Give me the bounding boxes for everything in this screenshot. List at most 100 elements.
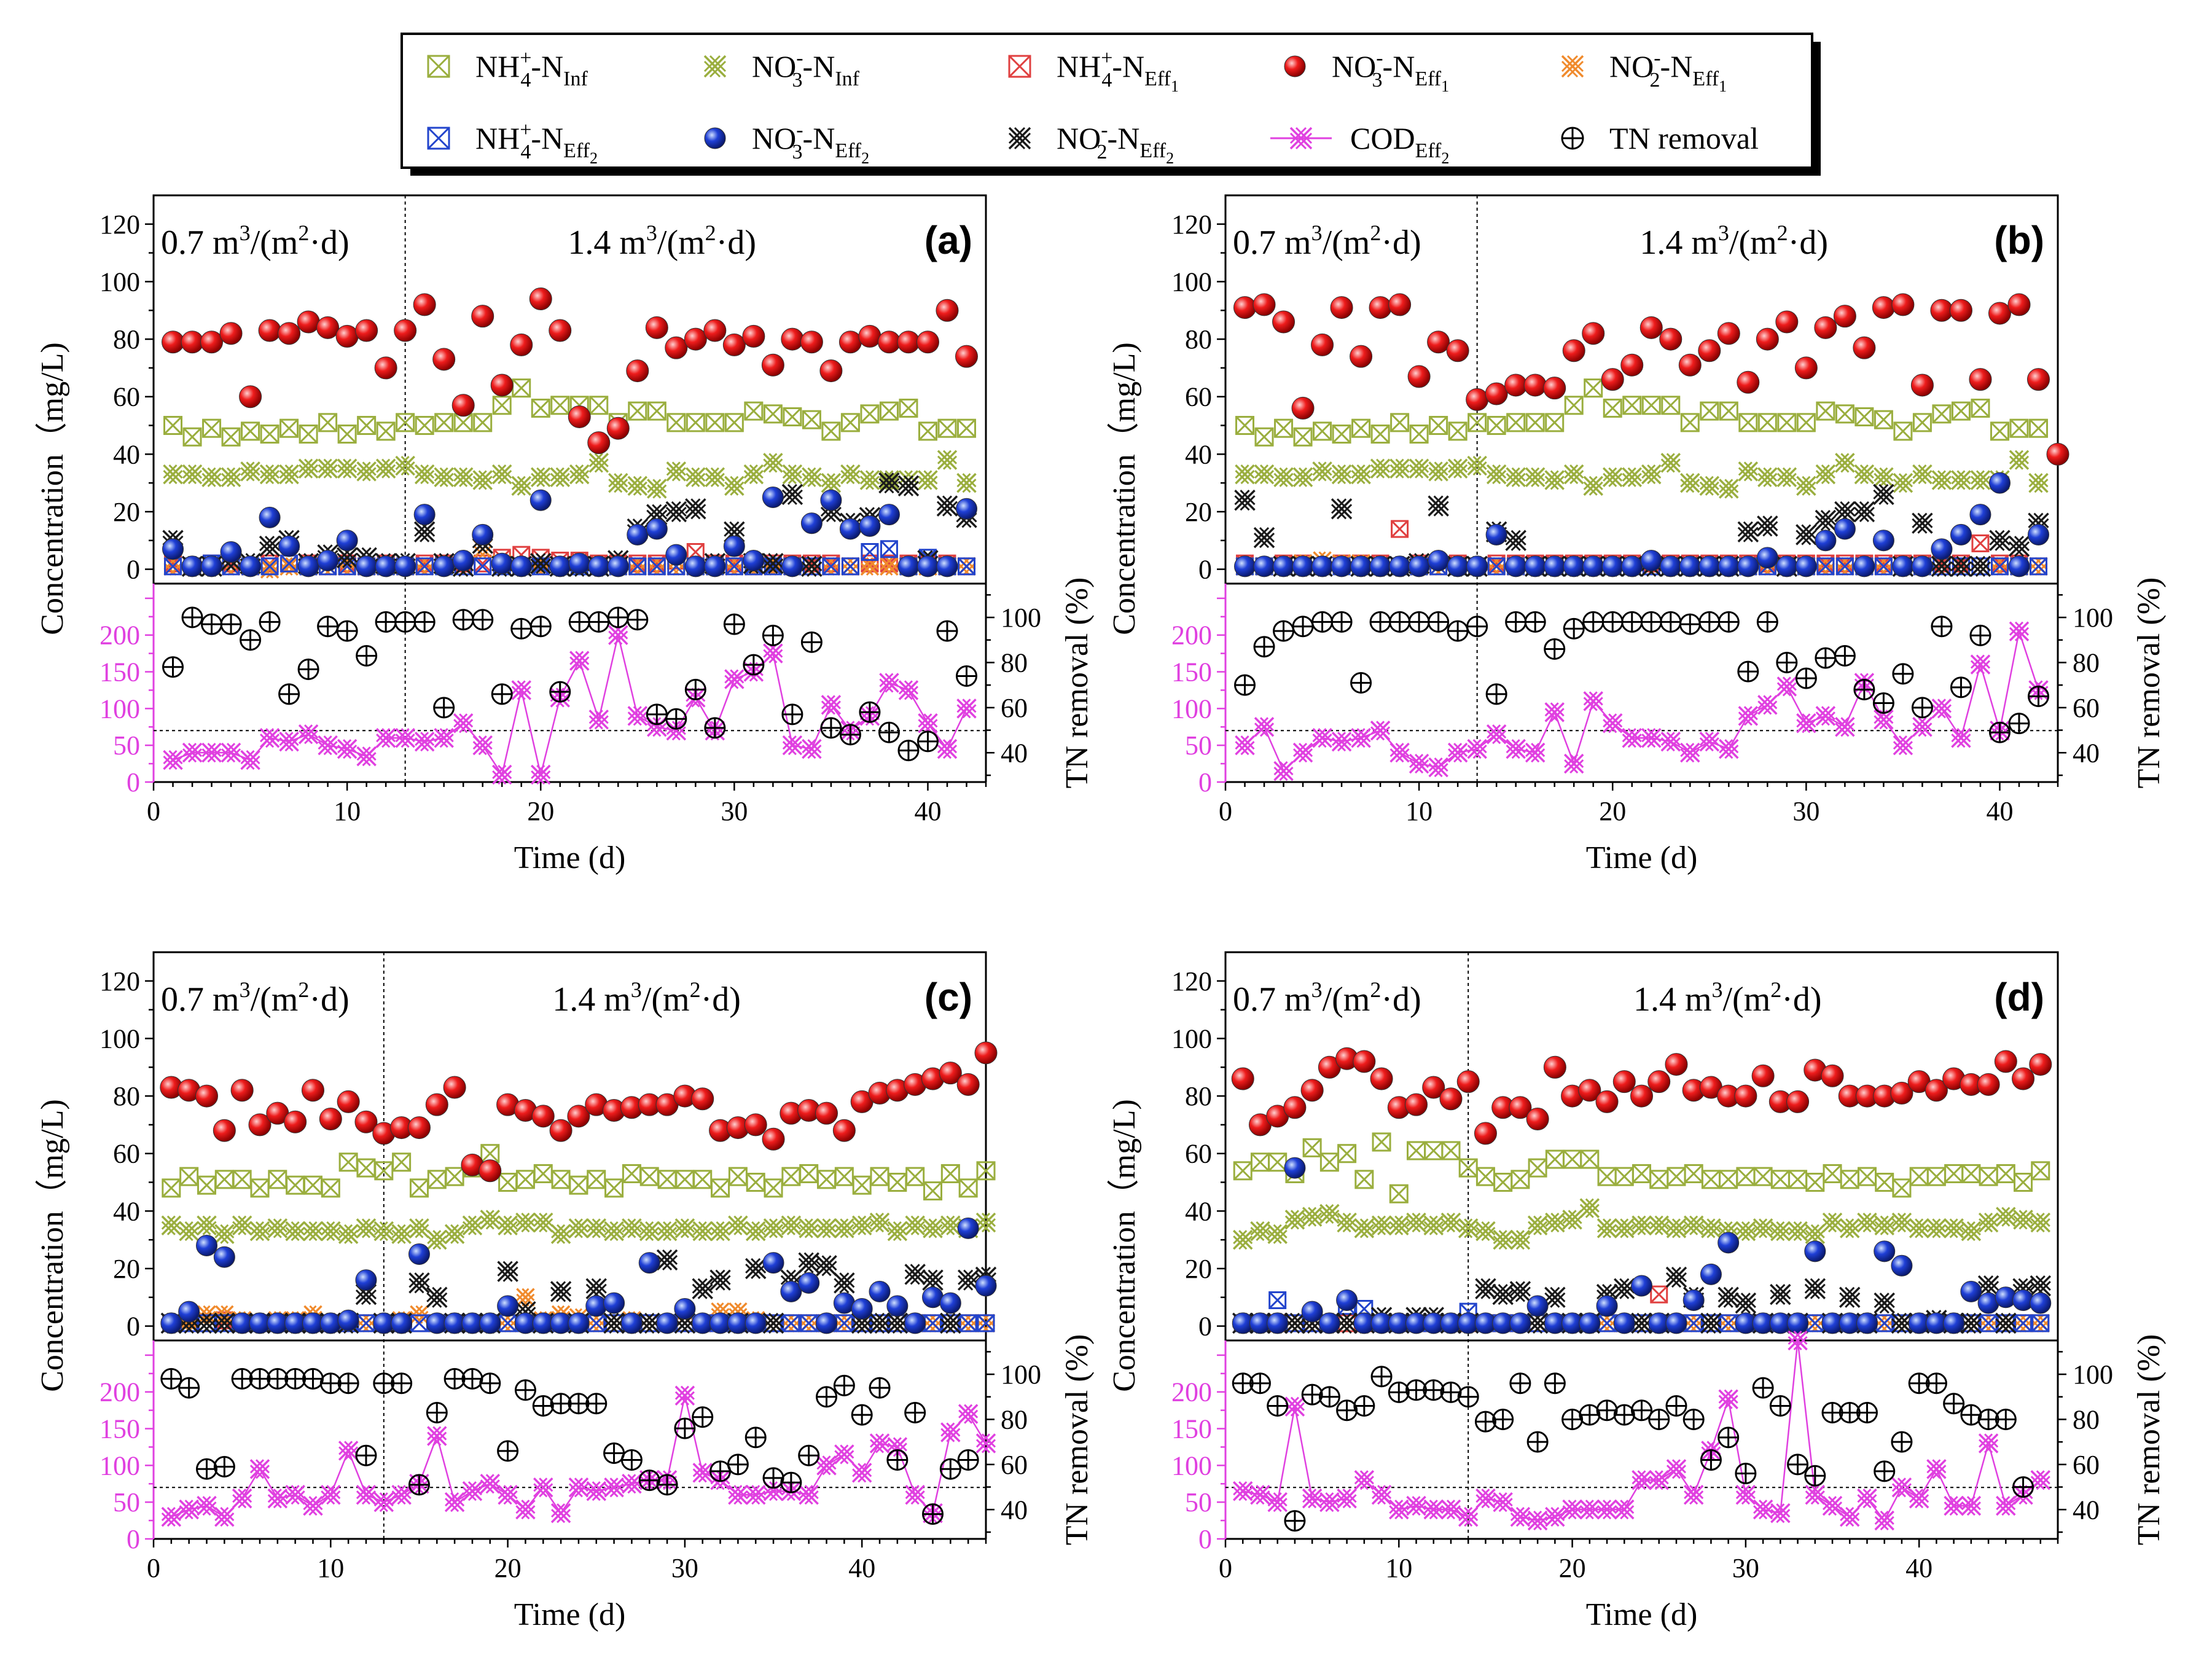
- point-no3_inf: [1996, 1207, 2016, 1227]
- point-cod_eff2: [1912, 717, 1933, 737]
- point-tn_removal: [1718, 611, 1740, 633]
- point-no3_inf: [1757, 467, 1778, 488]
- point-no3_eff2: [497, 1295, 519, 1317]
- y-axis-title: Concentration（mg/L): [1107, 342, 1142, 635]
- point-cod_eff2: [1738, 706, 1759, 726]
- point-nh4_inf: [445, 1167, 464, 1186]
- point-no3_inf: [622, 1218, 642, 1238]
- point-cod_eff2: [1815, 706, 1836, 726]
- point-no3_eff1: [1994, 1050, 2017, 1073]
- point-cod_eff2: [321, 1484, 341, 1505]
- point-no3_eff2: [394, 555, 416, 577]
- point-no3_inf: [1961, 1221, 1982, 1242]
- point-cod_eff2: [444, 1492, 465, 1512]
- legend-item-no2_eff1: NO-2-NEff1: [1561, 47, 1727, 95]
- point-no2_eff2: [904, 1264, 926, 1285]
- point-nh4_inf: [1854, 407, 1874, 426]
- cod-line: [1244, 628, 2039, 773]
- point-tn_removal: [178, 1377, 200, 1399]
- legend-label-nh4_inf: NH+ 4-NInf: [475, 47, 588, 92]
- point-no3_inf: [1351, 464, 1371, 485]
- point-cod_eff2: [1250, 1484, 1270, 1505]
- point-nh4_inf: [675, 1170, 695, 1189]
- point-nh4_inf: [958, 1178, 978, 1198]
- cod-tick-label: 200: [100, 1377, 140, 1407]
- point-no3_inf: [303, 1221, 323, 1242]
- point-tn_removal: [532, 1395, 554, 1417]
- point-no2_eff2: [801, 555, 823, 577]
- point-no3_eff1: [838, 331, 862, 354]
- point-no2_eff2: [1544, 1286, 1566, 1309]
- point-no3_inf: [840, 464, 861, 485]
- point-no3_inf: [1475, 1221, 1496, 1242]
- point-tn_removal: [585, 1393, 608, 1415]
- point-cod_eff2: [179, 1499, 199, 1520]
- point-tn_removal: [1891, 1431, 1913, 1453]
- point-no3_inf: [1423, 1215, 1444, 1235]
- point-no2_eff2: [1891, 1312, 1913, 1334]
- point-no3_inf: [1284, 1210, 1305, 1230]
- point-no3_eff2: [1700, 1263, 1722, 1285]
- point-tn_removal: [1267, 1395, 1289, 1417]
- point-cod_eff2: [267, 1488, 288, 1509]
- point-no3_inf: [1978, 1212, 1999, 1233]
- point-no3_eff2: [620, 1312, 643, 1334]
- point-tn_removal: [259, 611, 281, 633]
- point-cod_eff2: [1978, 1433, 1999, 1454]
- point-no3_eff1: [626, 359, 649, 383]
- point-no2_eff2: [886, 1312, 909, 1334]
- point-nh4_inf: [1545, 413, 1565, 432]
- point-nh4_inf: [763, 404, 783, 424]
- point-no3_eff1: [213, 1119, 236, 1142]
- point-nh4_inf: [1632, 1164, 1651, 1183]
- legend-marker-no3_inf: [703, 55, 727, 78]
- rate-label-low: 0.7 m3/(m2·d): [161, 977, 350, 1019]
- cod-tick-label: 150: [1171, 657, 1212, 687]
- point-no2_eff2: [1804, 1278, 1826, 1299]
- point-no3_inf: [604, 1221, 624, 1242]
- point-no3_eff2: [201, 555, 223, 577]
- point-no2_eff2: [922, 1269, 944, 1291]
- point-tn_removal: [2027, 686, 2049, 708]
- point-no3_eff1: [1427, 331, 1450, 354]
- y-tick-label: 0: [1198, 1312, 1212, 1342]
- point-cod_eff2: [1389, 742, 1410, 763]
- point-no2_eff2: [1526, 1312, 1549, 1334]
- point-no3_eff2: [1787, 1312, 1809, 1334]
- point-no3_inf: [1440, 1212, 1461, 1233]
- point-cod_eff2: [1486, 724, 1507, 745]
- point-cod_eff2: [1622, 727, 1642, 748]
- point-no3_eff2: [1640, 550, 1662, 572]
- point-no3_inf: [869, 1212, 890, 1233]
- point-cod_eff2: [530, 764, 551, 785]
- point-no3_eff2: [549, 555, 571, 577]
- point-cod_eff2: [898, 680, 919, 700]
- point-nh4_inf: [1857, 1167, 1877, 1186]
- point-no3_eff2: [472, 523, 494, 546]
- point-no2_eff2: [603, 1312, 625, 1334]
- point-cod_eff2: [782, 735, 803, 756]
- point-no3_eff1: [1578, 1079, 1601, 1102]
- point-cod_eff2: [232, 1488, 252, 1509]
- point-no3_inf: [782, 464, 803, 485]
- point-nh4_inf: [1893, 421, 1913, 441]
- top-plot-frame: [1224, 194, 2059, 585]
- point-cod_eff2: [1312, 727, 1332, 748]
- point-no3_eff2: [904, 1312, 926, 1334]
- point-no3_inf: [1738, 461, 1759, 482]
- point-no3_eff2: [259, 506, 281, 528]
- point-no3_eff1: [1509, 1096, 1532, 1119]
- point-nh4_inf: [1996, 1164, 2015, 1183]
- point-no3_inf: [705, 467, 725, 488]
- point-no3_inf: [745, 1221, 766, 1242]
- series-no3_eff2: [1234, 472, 2049, 577]
- point-cod_eff2: [1475, 1488, 1496, 1509]
- point-cod_eff2: [1331, 731, 1352, 752]
- point-no3_eff2: [1267, 1312, 1289, 1334]
- point-nh4_eff2: [2029, 557, 2047, 576]
- point-cod_eff2: [240, 749, 260, 770]
- panel-d: 0 10 20 30 40 0 20 40 60 80 100 120 0 50 100 150 200 40 60…: [1107, 951, 2167, 1632]
- point-nh4_inf: [1493, 1173, 1513, 1192]
- point-no3_eff1: [567, 1105, 590, 1128]
- point-no2_eff2: [1614, 1278, 1635, 1299]
